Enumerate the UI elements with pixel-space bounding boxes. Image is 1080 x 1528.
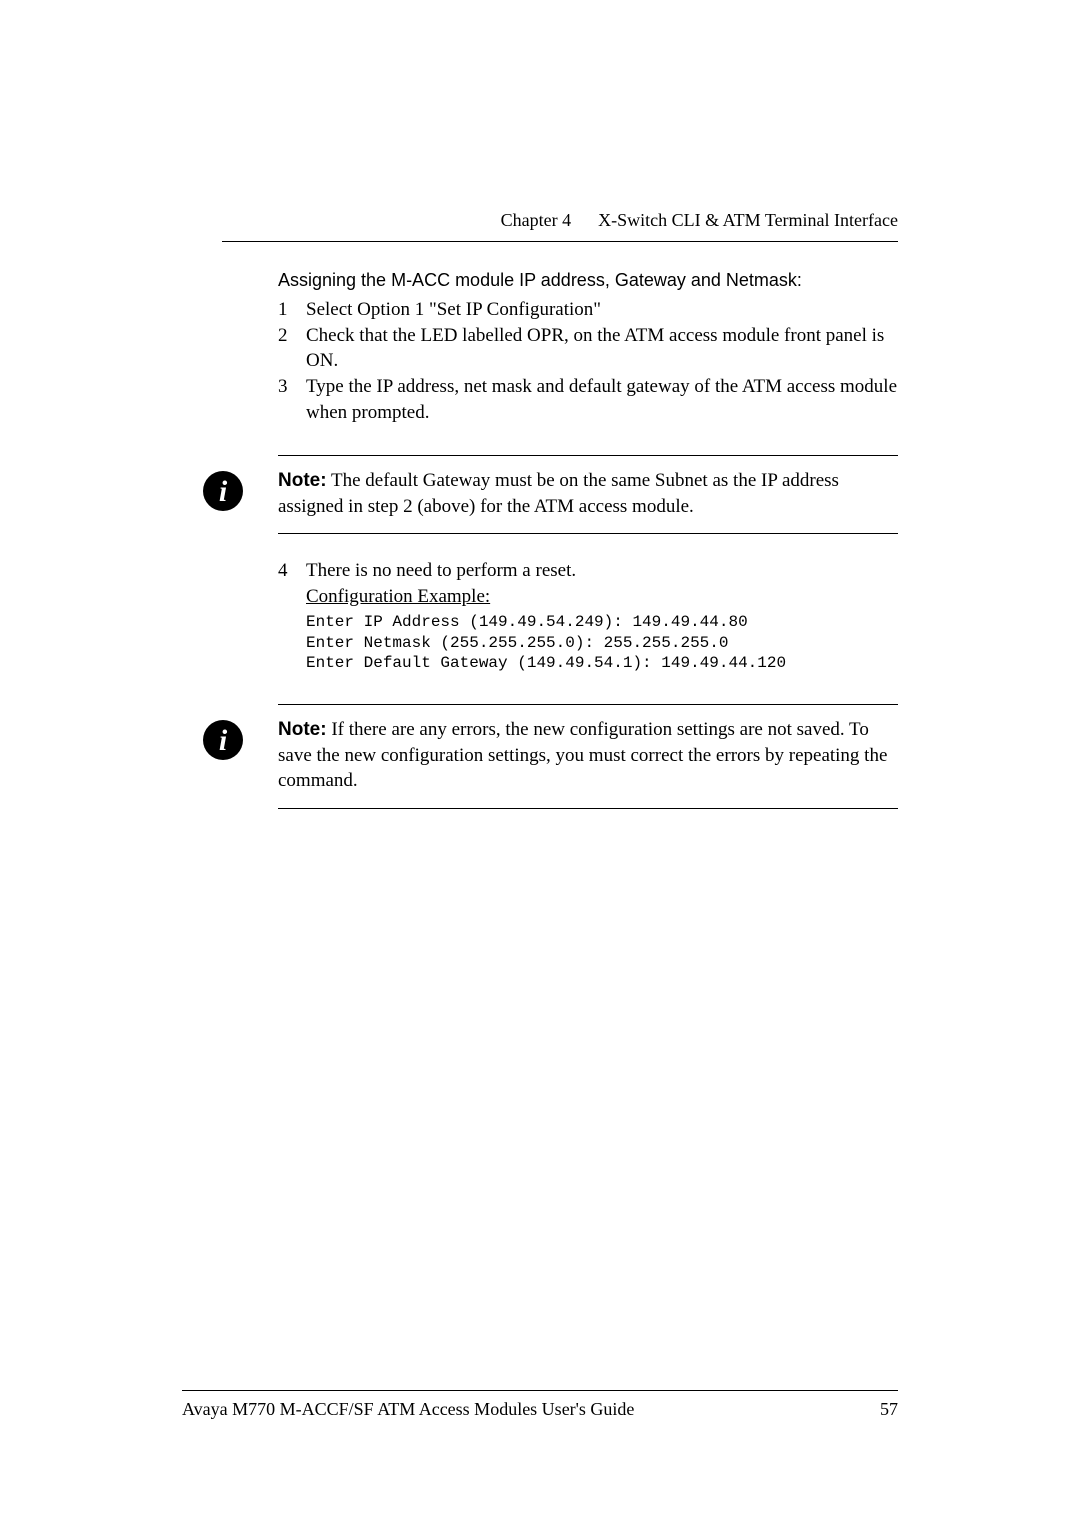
note-label: Note: — [278, 470, 327, 491]
config-example-code: Enter IP Address (149.49.54.249): 149.49… — [306, 612, 786, 674]
svg-text:i: i — [219, 475, 228, 508]
list-item: 1 Select Option 1 "Set IP Configuration" — [278, 297, 898, 323]
page-header: Chapter 4 X-Switch CLI & ATM Terminal In… — [222, 210, 898, 242]
config-example-label: Configuration Example: — [306, 584, 786, 610]
page-number: 57 — [880, 1399, 898, 1420]
step-number: 3 — [278, 374, 306, 425]
step-4: 4 There is no need to perform a reset. C… — [278, 558, 898, 674]
info-icon: i — [202, 470, 244, 512]
step-number: 2 — [278, 323, 306, 374]
chapter-title: X-Switch CLI & ATM Terminal Interface — [598, 210, 898, 230]
step-text: Select Option 1 "Set IP Configuration" — [306, 297, 898, 323]
footer-title: Avaya M770 M-ACCF/SF ATM Access Modules … — [182, 1399, 634, 1420]
note-block: i Note: The default Gateway must be on t… — [278, 455, 898, 534]
note-text: The default Gateway must be on the same … — [278, 470, 839, 517]
list-item: 2 Check that the LED labelled OPR, on th… — [278, 323, 898, 374]
page: Chapter 4 X-Switch CLI & ATM Terminal In… — [0, 0, 1080, 1528]
step4-line1: There is no need to perform a reset. — [306, 558, 786, 584]
note-label: Note: — [278, 719, 327, 740]
step-number: 4 — [278, 558, 306, 674]
step-text: Type the IP address, net mask and defaul… — [306, 374, 898, 425]
list-item: 3 Type the IP address, net mask and defa… — [278, 374, 898, 425]
page-footer: Avaya M770 M-ACCF/SF ATM Access Modules … — [182, 1390, 898, 1420]
steps-list: 1 Select Option 1 "Set IP Configuration"… — [278, 297, 898, 425]
step-text: Check that the LED labelled OPR, on the … — [306, 323, 898, 374]
chapter-number: Chapter 4 — [501, 210, 571, 230]
info-icon: i — [202, 719, 244, 761]
note-block: i Note: If there are any errors, the new… — [278, 704, 898, 809]
svg-text:i: i — [219, 724, 228, 757]
step-text: There is no need to perform a reset. Con… — [306, 558, 786, 674]
section-subheading: Assigning the M-ACC module IP address, G… — [278, 270, 898, 291]
note-text: If there are any errors, the new configu… — [278, 719, 887, 791]
step-number: 1 — [278, 297, 306, 323]
